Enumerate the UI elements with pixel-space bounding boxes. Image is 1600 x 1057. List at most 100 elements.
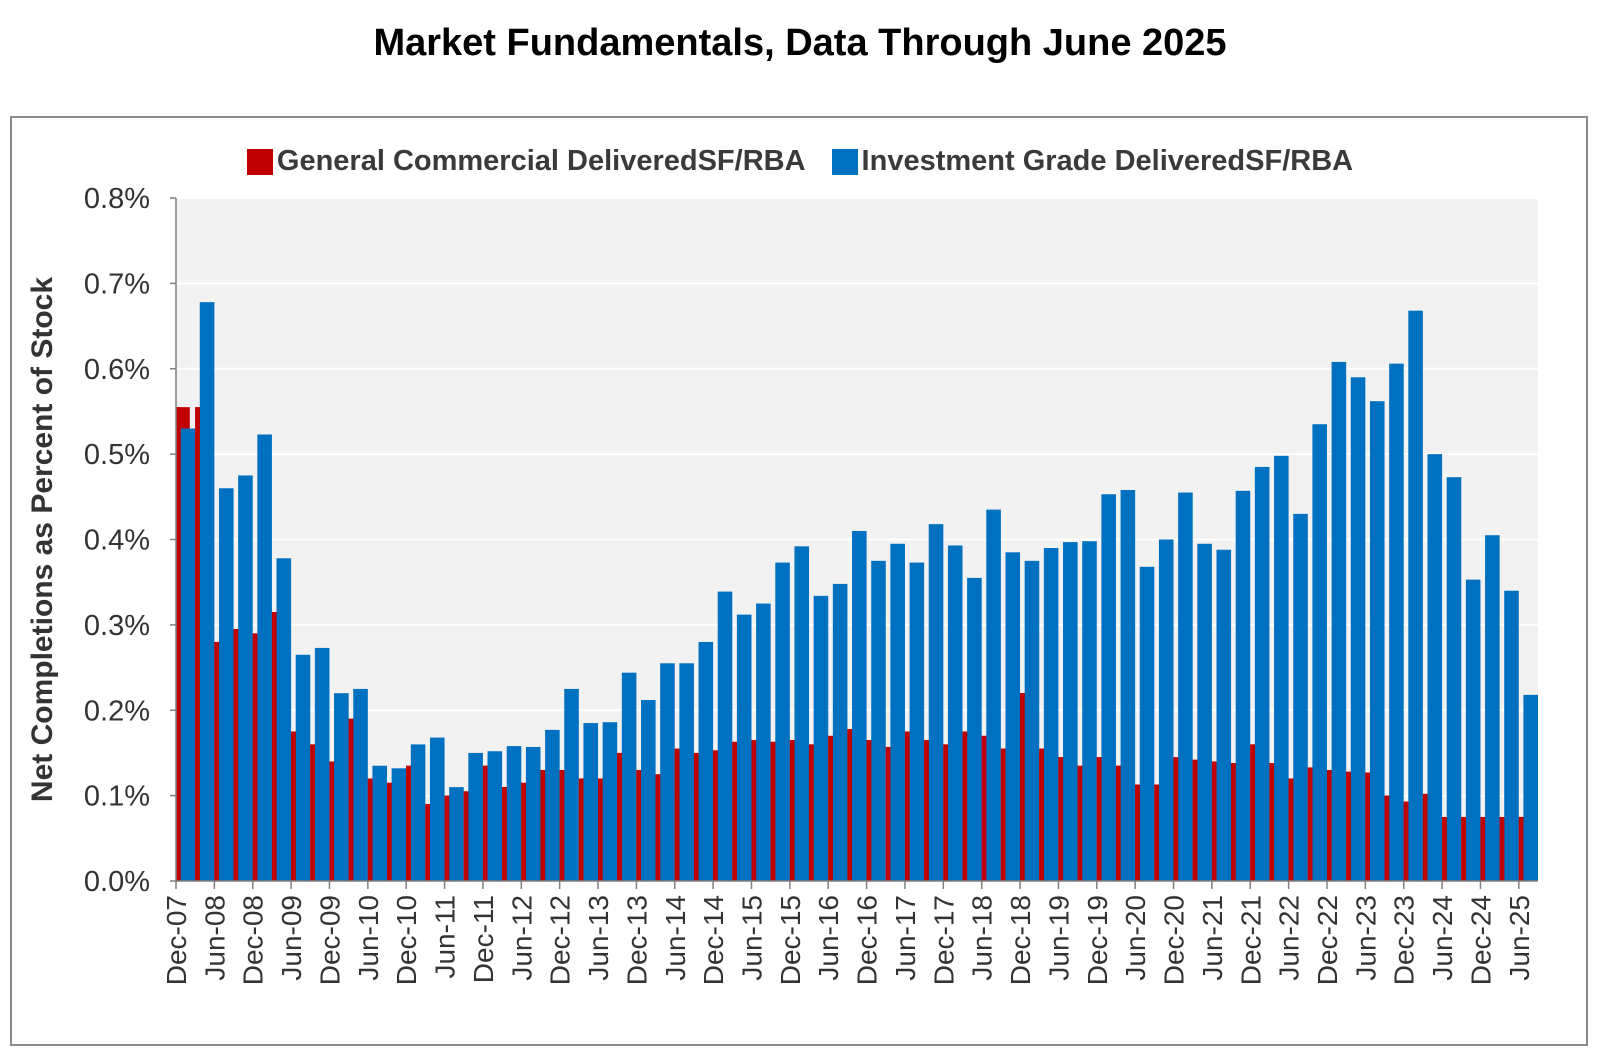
bar-general-front xyxy=(1442,816,1447,881)
bar-investment xyxy=(640,700,656,881)
bar-general-front xyxy=(502,787,507,881)
bar-investment xyxy=(947,545,963,881)
bar-general-front xyxy=(1365,772,1370,881)
bar-investment xyxy=(1446,477,1462,881)
bar-investment xyxy=(410,744,426,881)
bar-general-front xyxy=(406,765,411,881)
bar-general-front xyxy=(1058,757,1064,881)
bar-investment xyxy=(218,488,234,881)
bar-investment xyxy=(314,647,330,881)
bar-general-front xyxy=(1250,744,1255,881)
bar-general-front xyxy=(214,641,219,881)
legend-swatch-general xyxy=(246,148,273,175)
x-tick-label: Jun-14 xyxy=(660,895,691,981)
bar-investment xyxy=(545,729,560,881)
bar-investment xyxy=(238,475,253,881)
bar-general-front xyxy=(1326,770,1332,881)
bar-general-front xyxy=(713,750,718,881)
y-tick-label: 0.2% xyxy=(84,695,150,727)
x-tick-label: Dec-12 xyxy=(545,895,576,985)
y-tick-label: 0.7% xyxy=(84,268,150,300)
x-tick-label: Jun-16 xyxy=(813,895,844,981)
y-tick-label: 0.8% xyxy=(84,183,150,215)
bar-general-front xyxy=(1154,784,1159,881)
bar-general-front xyxy=(1461,816,1466,881)
x-tick-label: Jun-13 xyxy=(583,895,614,981)
x-tick-label: Dec-07 xyxy=(161,895,192,985)
bar-investment xyxy=(832,583,848,881)
bar-investment xyxy=(1427,454,1443,881)
x-tick-label: Dec-10 xyxy=(391,895,422,985)
y-tick-label: 0.5% xyxy=(84,439,150,471)
bar-general-front xyxy=(1211,761,1217,881)
bar-investment xyxy=(1082,541,1097,881)
bar-general-front xyxy=(904,731,910,881)
x-tick-label: Jun-24 xyxy=(1427,895,1458,981)
bar-investment xyxy=(334,693,349,881)
bar-investment xyxy=(564,688,579,881)
bar-investment xyxy=(1523,694,1538,881)
bar-general-front xyxy=(1000,748,1006,881)
y-tick-label: 0.6% xyxy=(84,354,150,386)
bar-investment xyxy=(1063,542,1078,881)
x-tick-label: Dec-11 xyxy=(468,895,499,983)
bar-general-front xyxy=(1115,765,1121,881)
bar-general-front xyxy=(559,770,565,881)
bar-general-front xyxy=(885,746,891,881)
bar-general-front xyxy=(751,740,757,881)
x-tick-label: Dec-14 xyxy=(698,895,729,985)
bar-general-front xyxy=(1346,771,1351,881)
bar-general-front xyxy=(636,770,641,881)
bar-general-front xyxy=(866,740,872,881)
bar-general-front xyxy=(1173,757,1179,881)
x-tick-label: Jun-18 xyxy=(967,895,998,981)
x-tick-label: Dec-17 xyxy=(928,895,959,985)
bar-general-front xyxy=(329,761,335,881)
x-tick-label: Dec-24 xyxy=(1465,895,1496,985)
bar-investment xyxy=(429,737,445,881)
bar-investment xyxy=(1120,489,1136,881)
bar-investment xyxy=(602,722,618,881)
bar-investment xyxy=(736,614,752,881)
bar-investment xyxy=(775,562,790,881)
bar-investment xyxy=(852,530,867,881)
bar-general-front xyxy=(367,778,373,881)
bar-investment xyxy=(583,723,599,881)
bar-general-front xyxy=(655,774,661,881)
bar-general-front xyxy=(425,804,430,881)
bar-general-front xyxy=(1269,763,1275,881)
x-tick-label: Jun-20 xyxy=(1120,895,1151,981)
x-tick-label: Dec-20 xyxy=(1159,895,1190,985)
bar-general-front xyxy=(943,744,948,881)
bar-general-front xyxy=(252,633,258,881)
bar-investment xyxy=(391,768,407,881)
bar-investment xyxy=(449,787,464,881)
bar-general-front xyxy=(1192,759,1198,881)
bar-investment xyxy=(468,752,483,881)
bar-investment xyxy=(295,654,311,881)
bar-general-front xyxy=(540,770,546,881)
x-tick-label: Jun-09 xyxy=(276,895,307,981)
bar-general-front xyxy=(789,740,795,881)
y-tick-label: 0.0% xyxy=(84,866,150,898)
bar-investment xyxy=(660,663,675,881)
legend-label-investment: Investment Grade DeliveredSF/RBA xyxy=(861,145,1354,177)
bar-general-front xyxy=(1231,763,1236,881)
legend-swatch-investment xyxy=(831,148,858,175)
bar-general-front xyxy=(291,731,296,881)
bar-investment xyxy=(679,663,694,881)
legend: General Commercial DeliveredSF/RBA Inves… xyxy=(0,145,1600,178)
bar-investment xyxy=(1158,539,1174,881)
x-tick-label: Jun-19 xyxy=(1043,895,1074,981)
bar-general-front xyxy=(1020,693,1025,881)
bar-investment xyxy=(1331,361,1347,881)
bar-general-front xyxy=(693,752,699,881)
x-tick-label: Dec-21 xyxy=(1235,895,1266,985)
x-tick-label: Dec-22 xyxy=(1312,895,1343,985)
bar-investment xyxy=(1216,549,1232,881)
bar-investment xyxy=(1024,560,1040,881)
bar-investment xyxy=(871,560,886,881)
y-tick-label: 0.3% xyxy=(84,610,150,642)
bar-general-front xyxy=(617,752,622,881)
